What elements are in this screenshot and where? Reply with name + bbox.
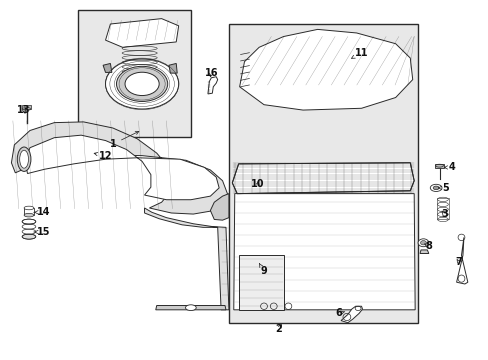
Polygon shape (25, 135, 219, 200)
Ellipse shape (24, 206, 34, 210)
Ellipse shape (22, 234, 36, 239)
Polygon shape (456, 237, 467, 284)
Text: 15: 15 (34, 227, 50, 237)
Bar (434, 164, 444, 168)
Polygon shape (11, 122, 227, 214)
Text: 10: 10 (251, 179, 264, 189)
Polygon shape (238, 255, 283, 310)
Ellipse shape (185, 305, 196, 311)
Ellipse shape (20, 150, 28, 168)
Bar (78, 10, 190, 137)
Polygon shape (207, 77, 217, 94)
Text: 6: 6 (335, 309, 344, 318)
Polygon shape (144, 208, 228, 310)
Ellipse shape (417, 239, 428, 247)
Text: 12: 12 (94, 151, 112, 161)
Text: 8: 8 (424, 241, 431, 251)
Ellipse shape (125, 72, 159, 95)
Text: 7: 7 (455, 257, 462, 267)
Bar (228, 24, 417, 323)
Ellipse shape (22, 219, 36, 224)
Ellipse shape (429, 184, 441, 192)
Bar (24, 208, 34, 215)
Polygon shape (168, 63, 177, 73)
Polygon shape (233, 194, 414, 310)
Polygon shape (419, 250, 428, 253)
Text: 11: 11 (351, 48, 367, 58)
Text: 16: 16 (204, 68, 218, 78)
Text: 14: 14 (34, 207, 50, 217)
Text: 1: 1 (109, 131, 139, 149)
Polygon shape (239, 30, 412, 110)
Ellipse shape (105, 59, 178, 109)
Ellipse shape (17, 147, 31, 171)
Polygon shape (232, 163, 413, 194)
Polygon shape (156, 306, 225, 310)
Text: 5: 5 (438, 183, 448, 193)
Polygon shape (103, 63, 112, 72)
Text: 13: 13 (17, 105, 31, 115)
Ellipse shape (432, 186, 438, 190)
Text: 2: 2 (275, 324, 282, 334)
Text: 3: 3 (440, 209, 447, 219)
Text: 9: 9 (259, 264, 267, 276)
Ellipse shape (24, 213, 34, 217)
Bar (436, 198, 448, 220)
Ellipse shape (420, 240, 426, 245)
Polygon shape (340, 306, 362, 323)
Text: 4: 4 (444, 162, 454, 172)
Polygon shape (105, 19, 178, 47)
Bar (21, 105, 31, 109)
Ellipse shape (116, 66, 167, 102)
Polygon shape (210, 194, 228, 220)
